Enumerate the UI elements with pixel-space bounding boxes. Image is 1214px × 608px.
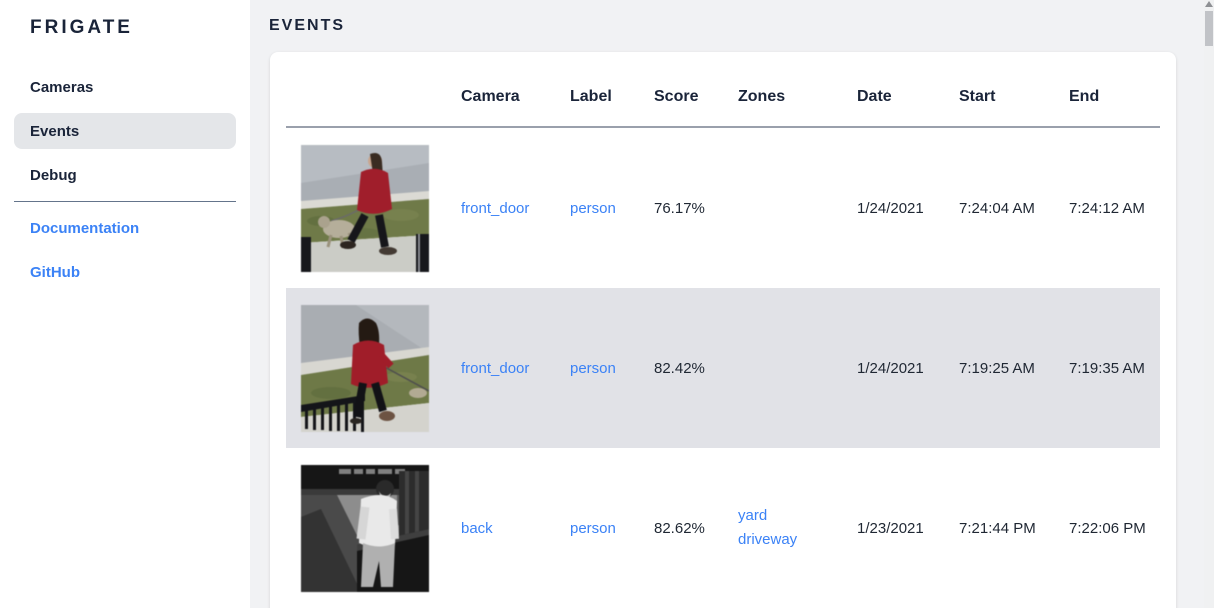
score-value: 82.42% [654, 359, 705, 377]
page-title: EVENTS [269, 17, 346, 34]
table-row[interactable]: back person 82.62% yard driveway 1/23/20… [286, 448, 1160, 608]
sidebar-item-debug[interactable]: Debug [14, 157, 236, 193]
start-time-value: 7:21:44 PM [959, 519, 1036, 537]
column-header-end: End [1069, 88, 1100, 105]
end-time-value: 7:24:12 AM [1069, 199, 1145, 217]
sidebar-link-label: GitHub [30, 263, 80, 281]
column-header-label: Label [570, 88, 612, 105]
zone-link[interactable]: yard [738, 507, 768, 524]
label-link[interactable]: person [570, 199, 616, 217]
column-header-date: Date [857, 88, 892, 105]
score-value: 76.17% [654, 199, 705, 217]
column-header-thumbnail [286, 52, 446, 127]
sidebar-link-label: Documentation [30, 219, 140, 237]
table-header-row: Camera Label Score Zones Date Start End [286, 52, 1160, 127]
column-header-zones: Zones [738, 88, 786, 105]
zones-cell: yard driveway [723, 448, 842, 608]
main-content: EVENTS Camera Label Score Zones Date Sta… [250, 0, 1214, 608]
camera-link[interactable]: front_door [461, 199, 530, 217]
zones-cell [723, 127, 842, 288]
events-card: Camera Label Score Zones Date Start End [270, 52, 1176, 608]
start-time-value: 7:19:25 AM [959, 359, 1035, 377]
app-logo: FRIGATE [30, 17, 133, 38]
date-value: 1/23/2021 [857, 519, 924, 537]
vertical-scrollbar[interactable] [1204, 0, 1214, 608]
table-row[interactable]: front_door person 82.42% 1/24/2021 7:19:… [286, 288, 1160, 448]
camera-link[interactable]: back [461, 519, 493, 537]
label-link[interactable]: person [570, 519, 616, 537]
column-header-start: Start [959, 88, 996, 105]
event-thumbnail[interactable] [301, 304, 429, 432]
scrollbar-up-arrow-icon[interactable] [1205, 1, 1213, 7]
event-thumbnail[interactable] [301, 144, 429, 272]
event-thumbnail-image [301, 144, 429, 272]
sidebar-item-events[interactable]: Events [14, 113, 236, 149]
sidebar-item-label: Events [30, 122, 80, 140]
sidebar-link-github[interactable]: GitHub [14, 254, 236, 290]
sidebar: FRIGATE Cameras Events Debug Documentati… [0, 0, 250, 608]
sidebar-divider [14, 201, 236, 202]
events-table: Camera Label Score Zones Date Start End [286, 52, 1160, 608]
sidebar-link-documentation[interactable]: Documentation [14, 210, 236, 246]
sidebar-item-label: Debug [30, 166, 77, 184]
date-value: 1/24/2021 [857, 199, 924, 217]
sidebar-item-cameras[interactable]: Cameras [14, 69, 236, 105]
end-time-value: 7:19:35 AM [1069, 359, 1145, 377]
camera-link[interactable]: front_door [461, 359, 530, 377]
event-thumbnail[interactable] [301, 464, 429, 592]
date-value: 1/24/2021 [857, 359, 924, 377]
label-link[interactable]: person [570, 359, 616, 377]
scrollbar-thumb[interactable] [1205, 11, 1213, 46]
column-header-score: Score [654, 88, 699, 105]
table-row[interactable]: front_door person 76.17% 1/24/2021 7:24:… [286, 127, 1160, 288]
score-value: 82.62% [654, 519, 705, 537]
event-thumbnail-image [301, 304, 429, 432]
column-header-camera: Camera [461, 88, 520, 105]
start-time-value: 7:24:04 AM [959, 199, 1035, 217]
event-thumbnail-image [301, 464, 429, 592]
sidebar-item-label: Cameras [30, 78, 94, 96]
sidebar-nav: Cameras Events Debug Documentation GitHu… [0, 69, 250, 290]
zone-link[interactable]: driveway [738, 531, 798, 548]
end-time-value: 7:22:06 PM [1069, 519, 1146, 537]
zones-cell [723, 288, 842, 448]
